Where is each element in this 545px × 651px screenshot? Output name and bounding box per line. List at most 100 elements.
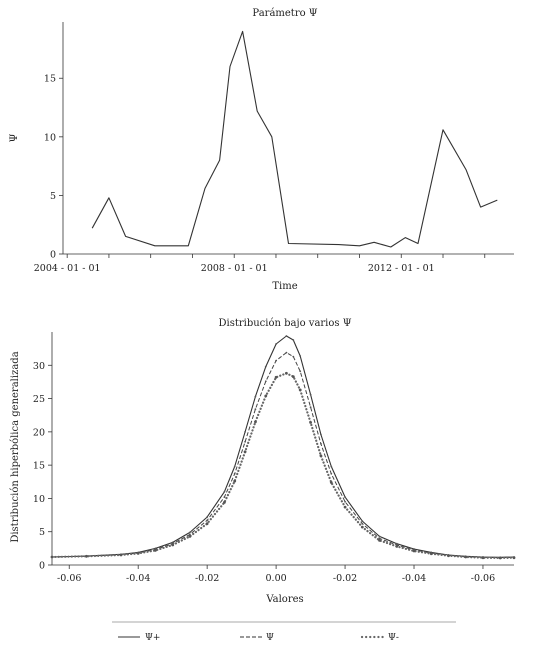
top-x-tick-label: 2008 - 01 - 01	[201, 263, 268, 274]
top-chart-title: Parámetro Ψ	[252, 8, 317, 19]
bottom-series-point	[223, 490, 226, 493]
top-y-tick-label: 0	[50, 250, 56, 261]
bottom-series-point	[329, 481, 333, 484]
bottom-series-point	[233, 465, 236, 468]
bottom-series-point	[412, 549, 416, 553]
bottom-series-point	[264, 365, 267, 368]
bottom-chart-title: Distribución bajo varios Ψ	[219, 318, 352, 329]
bottom-series-point	[285, 371, 288, 375]
bottom-series-point	[330, 472, 333, 475]
bottom-y-axis-label: Distribución hiperbólica generalizada	[10, 351, 21, 542]
bottom-series-point	[481, 556, 485, 560]
bottom-series-point	[264, 380, 267, 383]
bottom-series-point	[429, 552, 433, 556]
top-y-tick-label: 10	[44, 132, 56, 143]
bottom-series-line-solid	[51, 335, 515, 558]
top-y-tick-label: 5	[50, 191, 56, 202]
bottom-y-tick-label: 5	[39, 527, 45, 538]
bottom-y-tick-label: 10	[33, 494, 45, 505]
bottom-series-point	[254, 395, 257, 398]
top-y-axis-label: Ψ	[9, 133, 20, 142]
bottom-series-point	[189, 531, 191, 534]
bottom-series-point	[154, 549, 157, 552]
bottom-series-point	[223, 496, 226, 498]
bottom-series-point	[292, 355, 295, 358]
top-x-ticks: 2004 - 01 - 01 2008 - 01 - 01 2012 - 01 - …	[34, 254, 486, 274]
bottom-series-point	[254, 408, 257, 411]
top-series-line	[91, 30, 498, 248]
bottom-x-tick-label: -0.04	[126, 573, 150, 584]
legend-label: Ψ	[266, 633, 274, 643]
bottom-series-line-dashed	[51, 352, 515, 559]
bottom-series-point	[233, 472, 236, 475]
bottom-series-group	[50, 335, 516, 560]
top-x-axis-label: Time	[272, 281, 297, 292]
top-x-tick-label: 2004 - 01 - 01	[34, 263, 101, 274]
bottom-series-point	[395, 542, 398, 545]
bottom-series-point	[309, 406, 312, 409]
legend-item-psi-plus: Ψ+	[118, 633, 160, 643]
bottom-series-point	[275, 359, 277, 362]
bottom-series-point	[309, 421, 312, 424]
legend-label: Ψ+	[145, 633, 160, 643]
bottom-x-ticks: -0.06 -0.04 -0.02 0.00 -0.02 -0.04 -0.06	[57, 565, 495, 584]
bottom-y-tick-label: 15	[33, 461, 45, 472]
bottom-series-point	[309, 393, 312, 396]
top-chart: Parámetro Ψ 0 5 10 15 2004 - 01 - 01 2008 - …	[9, 8, 514, 292]
bottom-series-point	[244, 440, 247, 443]
bottom-series-point	[205, 522, 209, 526]
bottom-series-point	[361, 520, 364, 522]
bottom-series-point	[320, 442, 322, 445]
bottom-series-point	[319, 454, 323, 458]
bottom-y-tick-label: 30	[33, 361, 45, 372]
bottom-series-point	[378, 535, 381, 538]
bottom-series-point	[291, 375, 295, 378]
bottom-series-point	[171, 543, 175, 547]
bottom-series-point	[298, 388, 302, 392]
legend-label: Ψ-	[388, 633, 399, 643]
bottom-series-point	[299, 355, 302, 357]
bottom-series-point	[343, 505, 347, 509]
bottom-y-tick-label: 0	[39, 561, 45, 572]
bottom-series-point	[85, 554, 88, 558]
bottom-x-tick-label: -0.06	[57, 573, 81, 584]
bottom-series-point	[395, 545, 399, 548]
bottom-series-point	[344, 496, 346, 498]
bottom-series-point	[275, 343, 277, 345]
top-y-tick-label: 15	[44, 74, 56, 85]
bottom-series-point	[512, 556, 516, 560]
bottom-series-point	[188, 535, 192, 538]
bottom-series-point	[285, 351, 288, 354]
bottom-y-tick-label: 25	[33, 394, 45, 405]
bottom-series-point	[320, 433, 322, 436]
top-x-tick-label: 2012 - 01 - 01	[368, 263, 435, 274]
legend-item-psi-minus: Ψ-	[360, 633, 399, 643]
bottom-series-point	[464, 555, 468, 559]
bottom-y-ticks: 0 5 10 15 20 25 30	[33, 361, 52, 572]
bottom-series-point	[119, 553, 123, 557]
bottom-series-line-dotted	[50, 372, 516, 560]
bottom-series-point	[50, 555, 54, 559]
bottom-series-point	[447, 554, 450, 558]
bottom-series-point	[330, 465, 333, 468]
bottom-series-point	[498, 556, 502, 560]
legend: Ψ+ Ψ Ψ-	[112, 621, 456, 643]
bottom-chart: Distribución bajo varios Ψ 051015202530 …	[10, 318, 516, 605]
bottom-series-point	[171, 541, 174, 544]
bottom-series-point	[292, 339, 295, 341]
bottom-series-point	[254, 420, 257, 424]
bottom-x-tick-label: -0.06	[471, 573, 495, 584]
bottom-series-point	[233, 479, 237, 483]
bottom-series-point	[361, 522, 364, 525]
bottom-x-tick-label: -0.02	[333, 573, 357, 584]
bottom-chart-axes	[51, 332, 514, 566]
bottom-series-point	[223, 501, 226, 504]
bottom-series-point	[299, 370, 302, 373]
bottom-series-point	[244, 431, 247, 433]
bottom-series-point	[206, 519, 209, 522]
bottom-x-axis-label: Valores	[265, 594, 303, 605]
bottom-y-tick-label: 20	[33, 427, 45, 438]
top-chart-axes	[62, 22, 514, 255]
bottom-series-point	[378, 537, 381, 540]
